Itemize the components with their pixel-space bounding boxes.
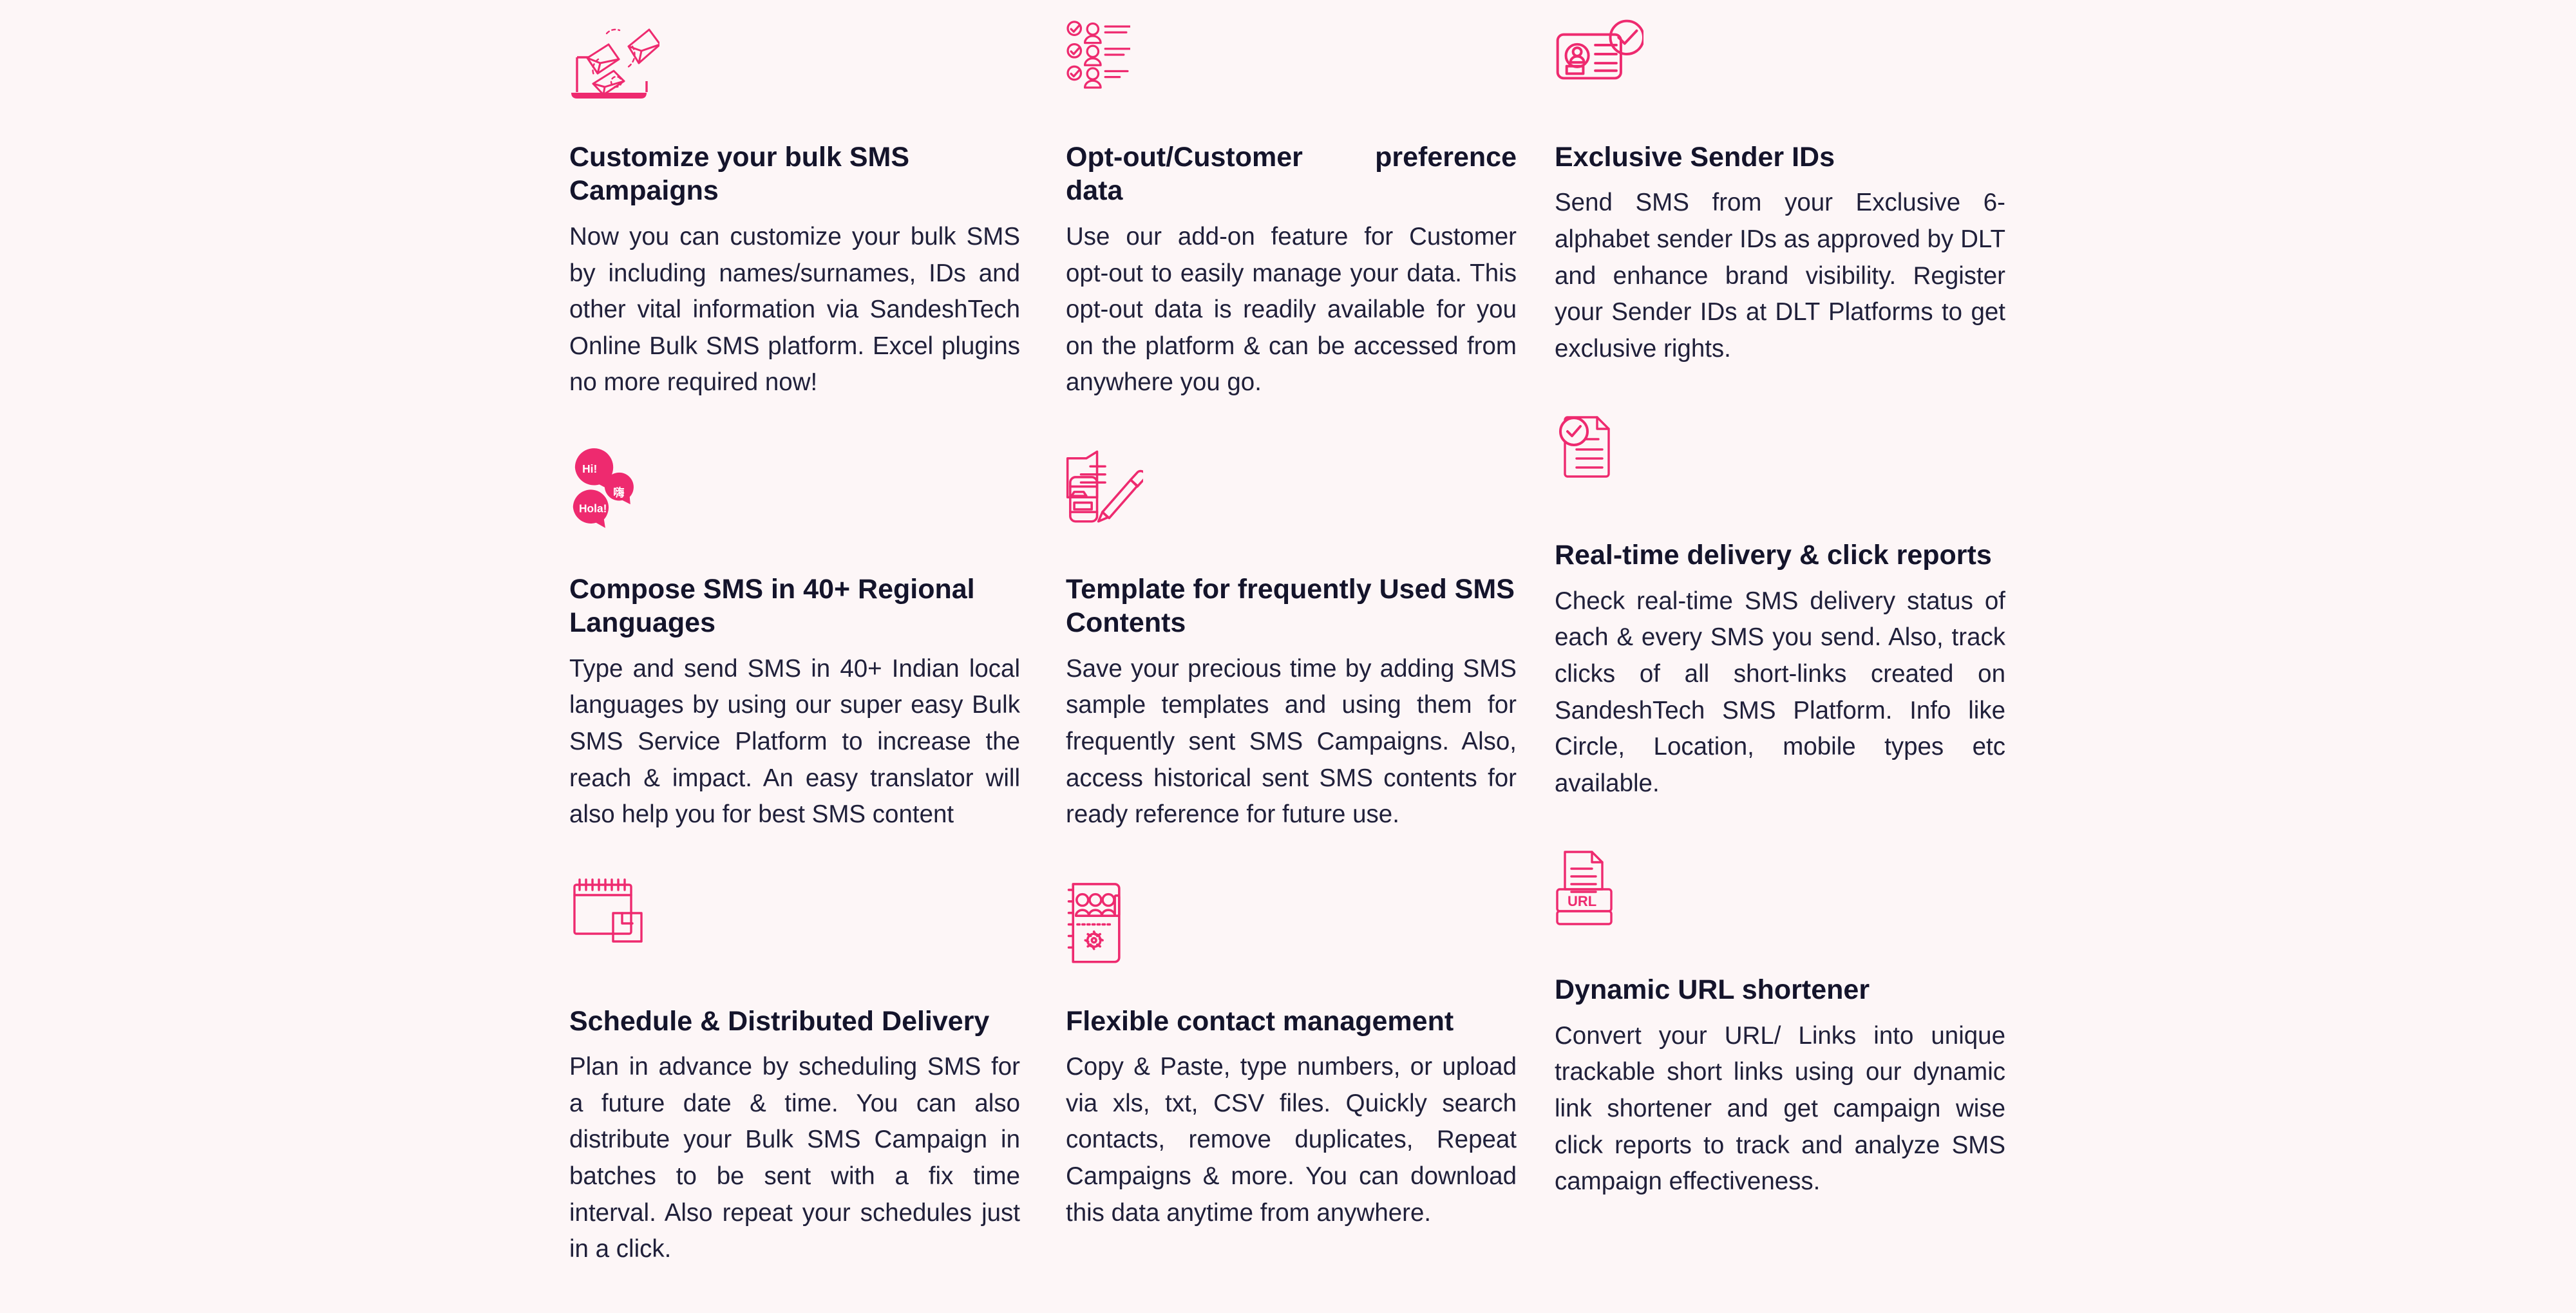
svg-text:Hi!: Hi! bbox=[582, 462, 597, 475]
svg-text:嗨: 嗨 bbox=[613, 486, 625, 499]
svg-text:URL: URL bbox=[1567, 893, 1596, 909]
svg-text:Hola!: Hola! bbox=[579, 502, 607, 515]
